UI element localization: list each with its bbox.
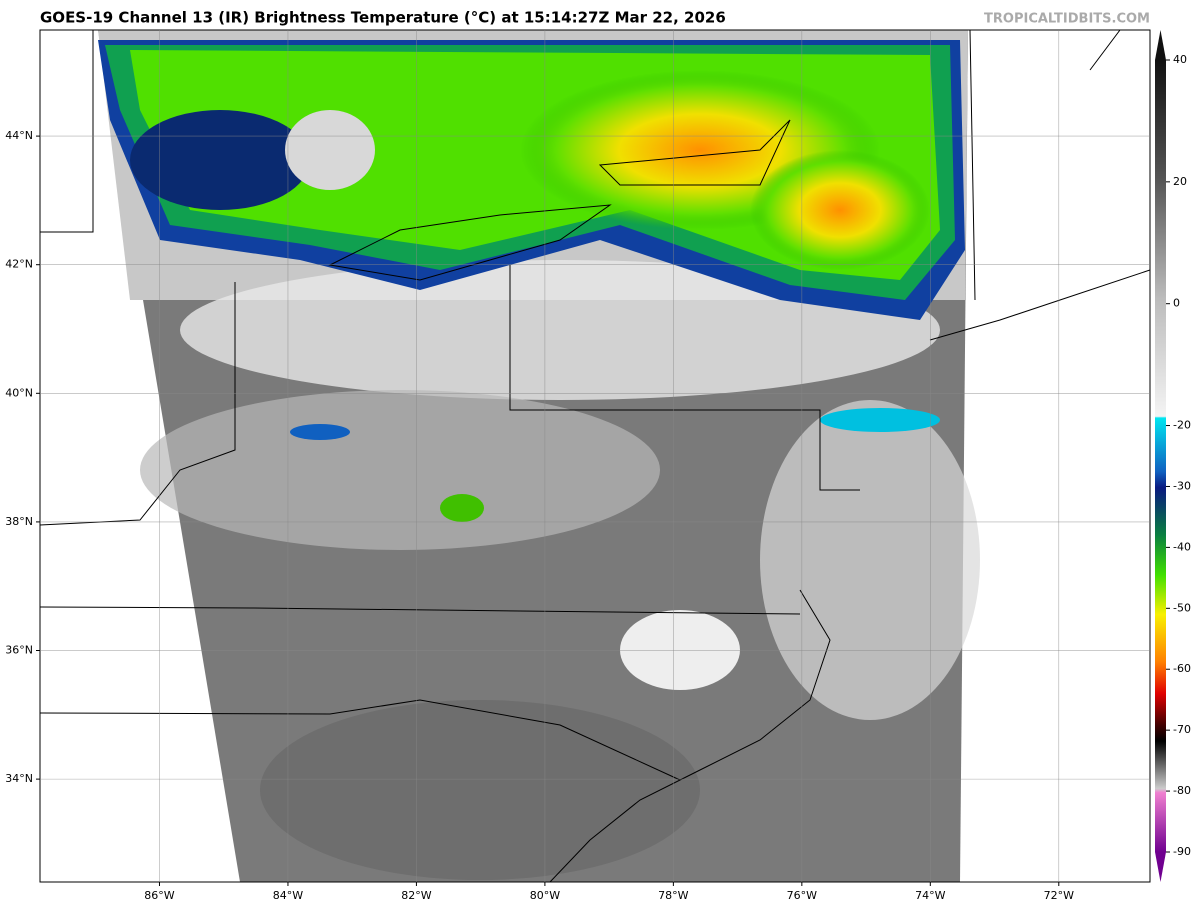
colorbar-tick-label: -50 bbox=[1173, 601, 1191, 614]
x-tick-label: 84°W bbox=[273, 889, 303, 902]
y-tick-label: 36°N bbox=[5, 644, 33, 657]
y-tick-label: 42°N bbox=[5, 258, 33, 271]
colorbar-tick-label: -20 bbox=[1173, 419, 1191, 432]
map-title: GOES-19 Channel 13 (IR) Brightness Tempe… bbox=[40, 9, 726, 27]
state-border bbox=[40, 699, 681, 781]
boundaries bbox=[40, 30, 1150, 882]
colorbar-tick-label: -60 bbox=[1173, 662, 1191, 675]
cloud-bright bbox=[620, 610, 740, 690]
y-tick-label: 40°N bbox=[5, 386, 33, 399]
colorbar-tick-label: 40 bbox=[1173, 53, 1187, 66]
cloud-cold bbox=[290, 424, 350, 440]
state-border bbox=[40, 30, 94, 233]
state-border bbox=[40, 606, 801, 615]
cloud-bright bbox=[760, 400, 980, 720]
colorbar-extend bbox=[1155, 852, 1166, 882]
cloud-coldest bbox=[750, 150, 930, 270]
colorbar-tick-label: -80 bbox=[1173, 784, 1191, 797]
x-tick-label: 74°W bbox=[915, 889, 945, 902]
cloud-cold bbox=[440, 494, 484, 522]
imagery bbox=[98, 30, 980, 882]
x-tick-label: 80°W bbox=[530, 889, 560, 902]
colorbar-tick-label: 20 bbox=[1173, 175, 1187, 188]
colorbar-tick-label: -70 bbox=[1173, 723, 1191, 736]
cloud-bright bbox=[285, 110, 375, 190]
colorbar-fill bbox=[1155, 60, 1166, 852]
y-tick-label: 34°N bbox=[5, 772, 33, 785]
state-border bbox=[969, 30, 1121, 301]
x-tick-label: 82°W bbox=[401, 889, 431, 902]
colorbar: 40 20 0 -20 -30 -40 -50 -60 -70 -80 -90 bbox=[1155, 30, 1191, 882]
colorbar-tick-label: -40 bbox=[1173, 540, 1191, 553]
coastline bbox=[549, 589, 831, 882]
cloud-cold bbox=[130, 110, 310, 210]
colorbar-extend bbox=[1155, 30, 1166, 60]
cloud-bright bbox=[140, 390, 660, 550]
y-tick-label: 38°N bbox=[5, 515, 33, 528]
lake bbox=[328, 204, 612, 281]
colorbar-tick-label: 0 bbox=[1173, 297, 1180, 310]
cloud-dark bbox=[260, 700, 700, 880]
credit: TROPICALTIDBITS.COM bbox=[984, 12, 1150, 27]
plot-frame bbox=[39, 29, 1151, 883]
colorbar-tick-label: -30 bbox=[1173, 479, 1191, 492]
cloud-bright bbox=[180, 260, 940, 400]
x-tick-label: 78°W bbox=[658, 889, 688, 902]
x-tick-label: 72°W bbox=[1044, 889, 1074, 902]
y-tick-label: 44°N bbox=[5, 129, 33, 142]
x-tick-label: 76°W bbox=[787, 889, 817, 902]
cloud-cold bbox=[820, 408, 940, 432]
colorbar-tick-label: -90 bbox=[1173, 845, 1191, 858]
coastline bbox=[929, 269, 1150, 341]
x-tick-label: 86°W bbox=[144, 889, 174, 902]
lake bbox=[598, 119, 791, 186]
state-border bbox=[509, 265, 860, 491]
